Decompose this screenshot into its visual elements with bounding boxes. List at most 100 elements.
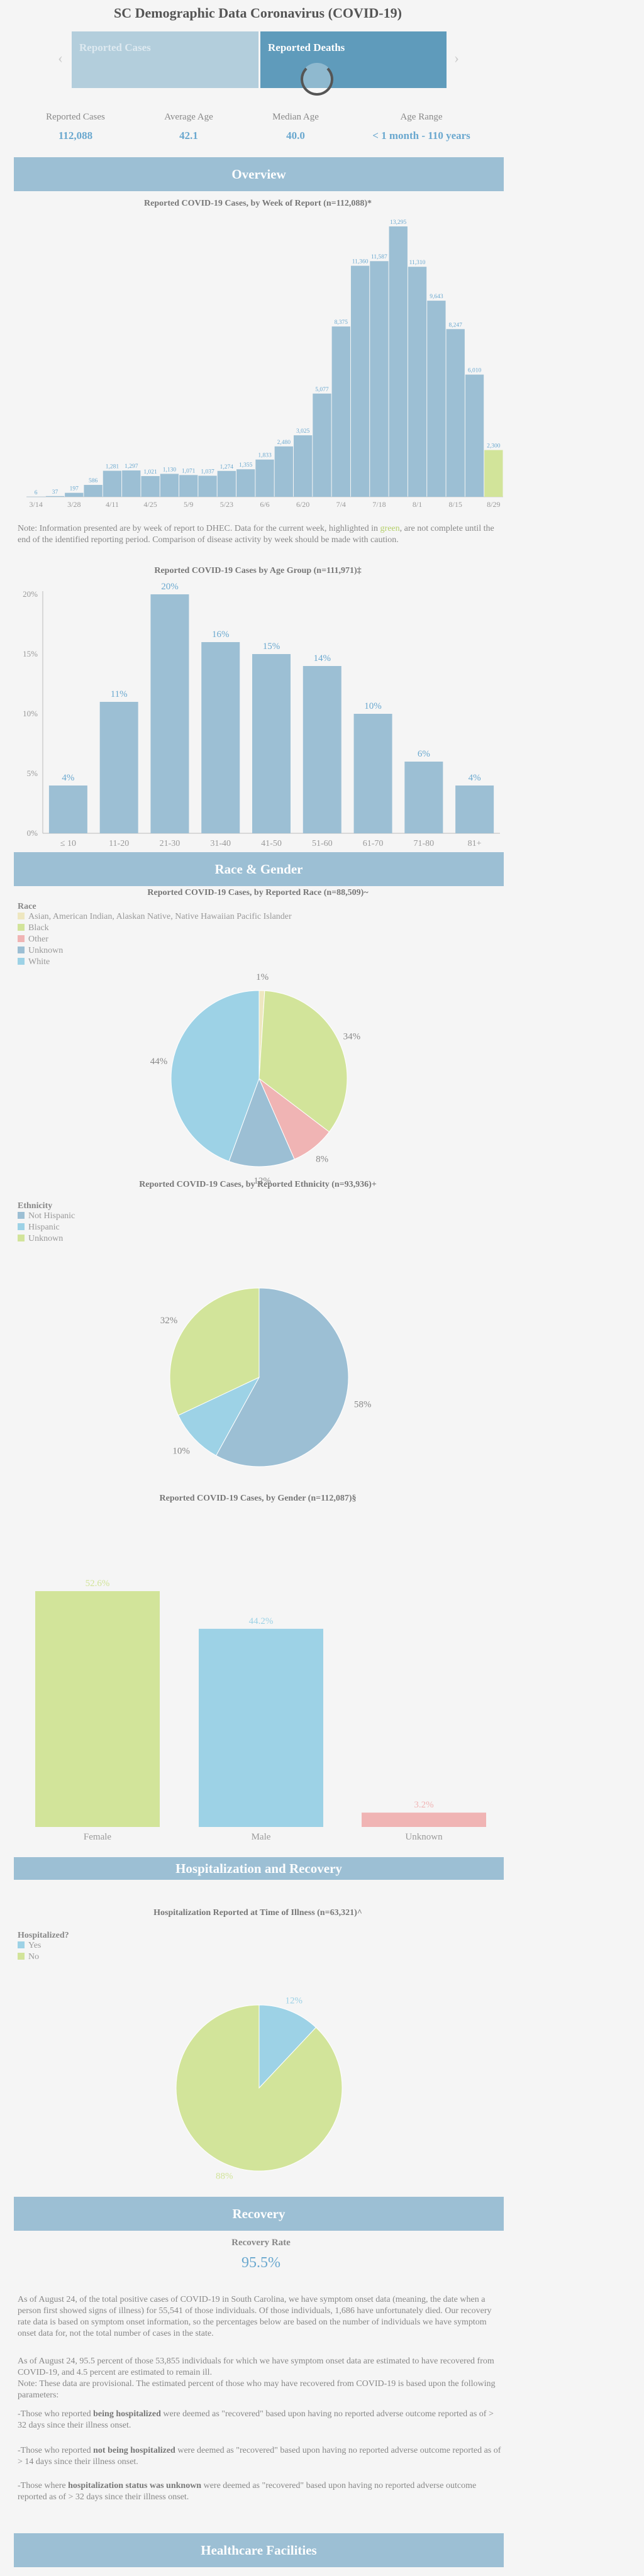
week-bar <box>255 459 274 497</box>
age-bar <box>99 702 138 833</box>
week-bar <box>65 492 84 497</box>
recovery-rate-value: 95.5% <box>242 2255 280 2271</box>
gender-bar <box>35 1591 160 1827</box>
week-bar-label: 6 <box>35 490 38 496</box>
pie-slice-label: 1% <box>256 972 269 982</box>
age-bar-label: 4% <box>469 773 481 783</box>
week-bar <box>236 469 255 497</box>
week-tick-label: 5/23 <box>220 500 233 509</box>
legend-label: Black <box>28 923 49 933</box>
legend-item[interactable]: Yes <box>18 1941 69 1952</box>
age-tick-label: 11-20 <box>109 839 129 848</box>
note-text: Note: Information presented are by week … <box>18 524 380 533</box>
legend-item[interactable]: Hispanic <box>18 1223 75 1234</box>
week-bar <box>313 393 331 497</box>
legend-title: Race <box>18 902 36 911</box>
week-bar-label: 2,300 <box>487 443 501 450</box>
legend-swatch <box>18 1941 25 1948</box>
week-bar <box>331 326 350 497</box>
week-bar-label: 13,295 <box>390 219 406 226</box>
legend-item[interactable]: White <box>18 957 292 969</box>
week-bar-label: 11,310 <box>409 260 426 266</box>
gender-tick-label: Unknown <box>405 1832 443 1842</box>
prev-arrow-icon[interactable]: ‹ <box>58 50 63 67</box>
stat-value: 112,088 <box>58 130 93 142</box>
age-bar <box>303 666 341 833</box>
week-bar <box>84 485 103 497</box>
week-tick-label: 4/11 <box>106 500 119 509</box>
gender-bar-label: 3.2% <box>414 1800 433 1810</box>
week-tick-label: 3/28 <box>67 500 80 509</box>
bullet-text: -Those who reported <box>18 2446 94 2455</box>
recovery-paragraph: As of August 24, of the total positive c… <box>18 2295 492 2338</box>
age-tick-label: ≤ 10 <box>60 839 76 848</box>
age-bar <box>252 654 291 833</box>
pie-slice <box>175 2004 343 2172</box>
legend-item[interactable]: Unknown <box>18 946 292 957</box>
legend-label: No <box>28 1952 40 1962</box>
legend-swatch <box>18 1223 25 1230</box>
legend-item[interactable]: Black <box>18 923 292 935</box>
age-tick-label: 71-80 <box>413 839 434 848</box>
week-tick-label: 6/20 <box>296 500 309 509</box>
gender-bar <box>362 1813 486 1827</box>
legend-title: Ethnicity <box>18 1201 53 1211</box>
age-bar-label: 15% <box>263 641 280 652</box>
week-bar <box>103 470 122 497</box>
week-bar-label: 11,360 <box>352 259 369 265</box>
age-bar-label: 16% <box>212 630 230 640</box>
week-bar <box>408 267 427 497</box>
legend-item[interactable]: Unknown <box>18 1234 75 1245</box>
bullet-bold: being hospitalized <box>93 2409 161 2419</box>
slide-reported-deaths[interactable]: Reported Deaths <box>260 31 447 88</box>
hosp-chart-title: Hospitalization Reported at Time of Illn… <box>153 1908 362 1918</box>
week-bar-label: 1,021 <box>143 469 157 475</box>
week-bar <box>484 450 503 497</box>
legend-swatch <box>18 1212 25 1219</box>
y-tick-label: 0% <box>27 828 38 838</box>
recovery-paragraph: As of August 24, 95.5 percent of those 5… <box>18 2357 494 2377</box>
week-bar-label: 1,274 <box>220 464 234 470</box>
pie-slice <box>169 1287 260 1416</box>
legend-item[interactable]: Asian, American Indian, Alaskan Native, … <box>18 912 292 923</box>
gender-bar <box>199 1628 323 1827</box>
week-tick-label: 8/1 <box>413 500 422 509</box>
legend-label: Hispanic <box>28 1223 60 1232</box>
age-bar <box>455 786 494 833</box>
slide-reported-cases[interactable]: Reported Cases <box>72 31 258 88</box>
pie-slice-label: 58% <box>354 1399 372 1409</box>
age-bar <box>201 642 240 833</box>
legend-swatch <box>18 913 25 919</box>
gender-tick-label: Female <box>84 1832 111 1842</box>
week-bar-label: 197 <box>70 486 79 492</box>
next-arrow-icon[interactable]: › <box>454 50 459 67</box>
pie-slice <box>215 1287 349 1467</box>
age-bar-label: 20% <box>161 582 179 592</box>
week-tick-label: 4/25 <box>143 500 157 509</box>
legend-item[interactable]: No <box>18 1952 69 1963</box>
week-bar-label: 11,587 <box>371 254 387 260</box>
age-chart: 0% 5% 10% 15% 20% 4% ≤ 10 11% 11-20 20% 21-30 16% 31… <box>23 582 500 848</box>
pie-slice-label: 34% <box>343 1032 361 1042</box>
week-bar <box>293 435 313 497</box>
stat-label: Average Age <box>164 112 213 122</box>
pie-slice <box>258 2004 317 2089</box>
week-bar-label: 1,355 <box>239 462 253 469</box>
note-green-word: green <box>380 524 400 533</box>
bullet-text: were deemed as "recovered" based upon ha… <box>18 2446 501 2467</box>
section-overview: Overview <box>14 157 504 191</box>
bullet-text: were deemed as "recovered" based upon ha… <box>18 2409 494 2430</box>
week-bar <box>45 496 65 497</box>
age-tick-label: 21-30 <box>160 839 180 848</box>
legend-item[interactable]: Other <box>18 935 292 946</box>
week-tick-label: 5/9 <box>184 500 193 509</box>
legend-item[interactable]: Not Hispanic <box>18 1211 75 1223</box>
legend-label: Other <box>28 935 48 944</box>
pie-slice-label: 12% <box>285 1996 303 2006</box>
age-tick-label: 61-70 <box>363 839 384 848</box>
legend-label: White <box>28 957 50 967</box>
y-tick-label: 10% <box>23 709 38 718</box>
week-tick-label: 6/6 <box>260 500 269 509</box>
gender-chart: 52.6% Female 44.2% Male 3.2% Unknown <box>35 1579 486 1842</box>
week-bar-label: 9,643 <box>430 294 443 300</box>
